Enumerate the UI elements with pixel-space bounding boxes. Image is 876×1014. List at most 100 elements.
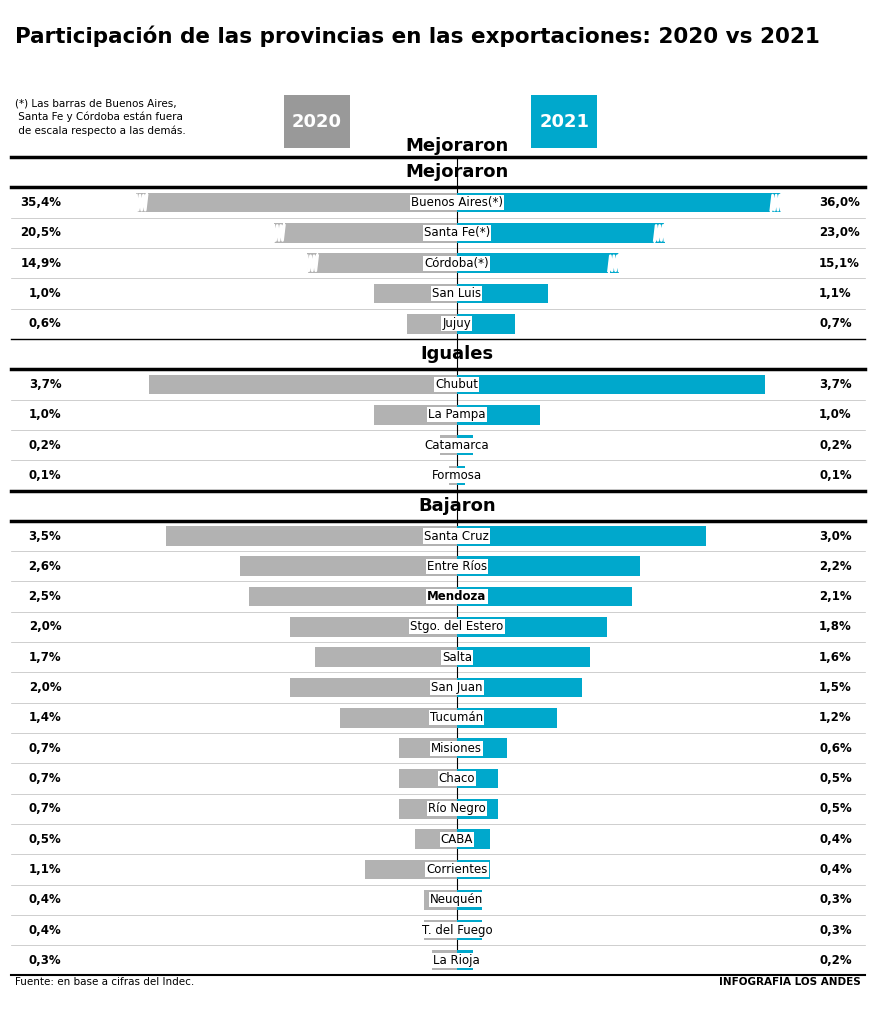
Text: 0,7%: 0,7% <box>29 772 61 785</box>
Text: Río Negro: Río Negro <box>428 802 485 815</box>
Bar <box>240 557 457 576</box>
Text: T. del Fuego: T. del Fuego <box>421 924 492 937</box>
Text: 2,0%: 2,0% <box>29 621 61 634</box>
Text: Catamarca: Catamarca <box>425 439 489 451</box>
Bar <box>457 223 665 242</box>
Text: Córdoba(*): Córdoba(*) <box>425 257 489 270</box>
Bar <box>457 890 482 910</box>
Text: 36,0%: 36,0% <box>819 196 860 209</box>
Bar <box>457 677 582 698</box>
Text: Jujuy: Jujuy <box>442 317 471 331</box>
Bar <box>457 829 490 849</box>
Text: 0,5%: 0,5% <box>819 772 851 785</box>
Bar <box>449 465 457 486</box>
Bar <box>457 405 540 425</box>
Bar <box>440 435 457 455</box>
Bar <box>373 405 457 425</box>
Bar <box>457 587 632 606</box>
Text: 1,5%: 1,5% <box>819 681 851 694</box>
Text: 0,2%: 0,2% <box>819 439 851 451</box>
Bar <box>457 920 482 940</box>
Bar <box>273 223 457 242</box>
Text: Stgo. del Estero: Stgo. del Estero <box>410 621 504 634</box>
Text: 1,0%: 1,0% <box>819 409 851 421</box>
Bar <box>284 95 350 148</box>
Text: 3,5%: 3,5% <box>29 529 61 542</box>
Bar <box>457 254 619 273</box>
Text: 0,7%: 0,7% <box>819 317 851 331</box>
Text: Tucumán: Tucumán <box>430 712 484 724</box>
Text: 0,3%: 0,3% <box>819 924 851 937</box>
Bar <box>457 374 765 394</box>
Bar <box>457 557 639 576</box>
Bar <box>166 526 457 546</box>
Text: Buenos Aires(*): Buenos Aires(*) <box>411 196 503 209</box>
Bar <box>406 314 457 334</box>
Polygon shape <box>654 223 665 242</box>
Text: 14,9%: 14,9% <box>20 257 61 270</box>
Bar <box>457 738 506 758</box>
Polygon shape <box>307 254 317 273</box>
Text: CABA: CABA <box>441 832 473 846</box>
Bar <box>457 284 548 303</box>
Text: La Pampa: La Pampa <box>428 409 485 421</box>
Bar <box>531 95 597 148</box>
Text: 0,3%: 0,3% <box>819 893 851 907</box>
Text: 0,4%: 0,4% <box>29 893 61 907</box>
Text: 0,6%: 0,6% <box>29 317 61 331</box>
Bar <box>399 738 457 758</box>
Text: 0,6%: 0,6% <box>819 741 851 754</box>
Text: Entre Ríos: Entre Ríos <box>427 560 487 573</box>
Text: 0,2%: 0,2% <box>819 954 851 966</box>
Text: La Rioja: La Rioja <box>434 954 480 966</box>
Bar <box>423 890 457 910</box>
Bar <box>457 769 498 788</box>
Bar <box>457 465 465 486</box>
Polygon shape <box>771 193 781 213</box>
Text: 2020: 2020 <box>292 113 342 131</box>
Bar <box>365 860 457 879</box>
Text: 2,1%: 2,1% <box>819 590 851 603</box>
Bar <box>457 314 515 334</box>
Bar <box>457 526 706 546</box>
Text: Iguales: Iguales <box>420 345 493 363</box>
Bar <box>423 920 457 940</box>
Text: 3,0%: 3,0% <box>819 529 851 542</box>
Polygon shape <box>137 193 147 213</box>
Text: 0,7%: 0,7% <box>29 741 61 754</box>
Text: Mejoraron: Mejoraron <box>406 137 508 155</box>
Bar <box>457 950 473 970</box>
Bar <box>432 950 457 970</box>
Text: 1,1%: 1,1% <box>819 287 851 300</box>
Text: 3,7%: 3,7% <box>29 378 61 391</box>
Bar <box>315 647 457 667</box>
Text: 0,4%: 0,4% <box>29 924 61 937</box>
Text: Misiones: Misiones <box>431 741 483 754</box>
Text: 0,7%: 0,7% <box>29 802 61 815</box>
Bar <box>399 799 457 818</box>
Text: 0,4%: 0,4% <box>819 832 851 846</box>
Bar <box>290 677 457 698</box>
Text: 35,4%: 35,4% <box>20 196 61 209</box>
Bar <box>307 254 457 273</box>
Text: 3,7%: 3,7% <box>819 378 851 391</box>
Text: 2021: 2021 <box>539 113 590 131</box>
Bar <box>340 708 457 728</box>
Bar <box>457 708 557 728</box>
Text: San Juan: San Juan <box>431 681 483 694</box>
Bar <box>457 193 781 213</box>
Bar <box>457 860 490 879</box>
Bar <box>457 799 498 818</box>
Bar <box>415 829 457 849</box>
Text: 1,0%: 1,0% <box>29 287 61 300</box>
Text: Formosa: Formosa <box>432 468 482 482</box>
Bar <box>373 284 457 303</box>
Text: San Luis: San Luis <box>432 287 482 300</box>
Text: 2,5%: 2,5% <box>29 590 61 603</box>
Text: 0,4%: 0,4% <box>819 863 851 876</box>
Bar <box>249 587 457 606</box>
Text: Mendoza: Mendoza <box>427 590 486 603</box>
Text: Neuquén: Neuquén <box>430 893 484 907</box>
Text: Fuente: en base a cifras del Indec.: Fuente: en base a cifras del Indec. <box>15 977 194 988</box>
Bar <box>137 193 457 213</box>
